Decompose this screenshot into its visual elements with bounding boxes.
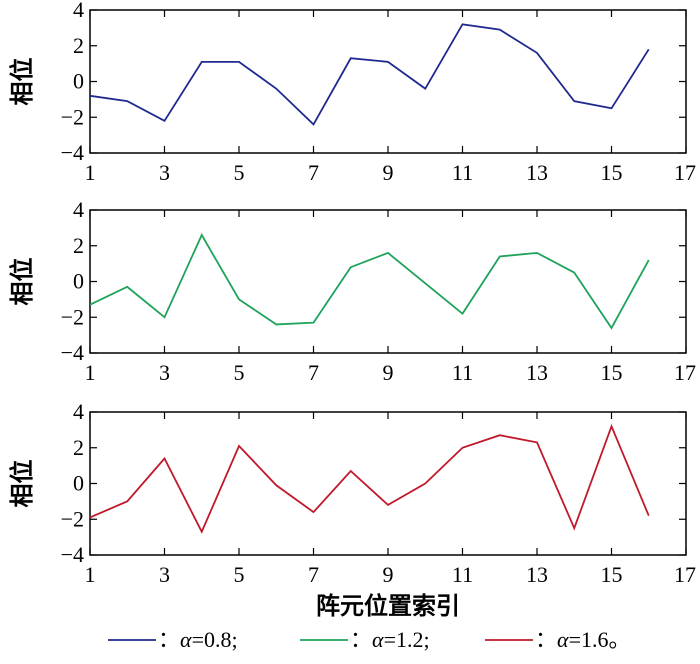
plot-frame [89,209,687,354]
y-tick-label: −4 [61,140,84,165]
x-tick-label: 5 [234,160,245,185]
x-tick-label: 15 [601,360,623,385]
legend-entry: ：α=0.8; [158,627,238,652]
y-tick-label: −4 [61,542,84,567]
y-tick-label: 4 [73,197,84,222]
x-tick-label: 7 [308,562,319,587]
y-axis-label: 相位 [8,258,36,306]
legend-prefix: ： [535,627,557,652]
y-tick-label: 0 [73,269,84,294]
x-tick-label: 9 [383,160,394,185]
legend-prefix: ： [158,627,180,652]
y-axis-label: 相位 [8,460,36,508]
x-tick-label: 17 [674,562,696,587]
legend-alpha: α [180,627,192,652]
plot-frame [89,9,687,154]
y-tick-label: −2 [61,304,84,329]
y-tick-label: 4 [73,0,84,22]
x-tick-label: 15 [601,160,623,185]
x-tick-label: 3 [159,160,170,185]
y-tick-label: 2 [73,33,84,58]
legend-value: =1.6。 [569,627,631,652]
x-tick-label: 11 [452,160,473,185]
series-line [89,233,650,330]
x-tick-label: 17 [674,160,696,185]
legend-prefix: ： [350,627,372,652]
series-line [89,423,650,534]
x-tick-label: 1 [85,360,96,385]
x-tick-label: 1 [85,160,96,185]
y-tick-label: 4 [73,399,84,424]
x-axis-label: 阵元位置索引 [316,592,460,620]
legend-entry: ：α=1.6。 [535,627,631,652]
y-tick-label: 2 [73,435,84,460]
legend-entry: ：α=1.2; [350,627,430,652]
x-tick-label: 7 [308,360,319,385]
plot-frame [89,411,687,556]
y-tick-label: −2 [61,104,84,129]
y-tick-label: 0 [73,471,84,496]
x-tick-label: 5 [234,562,245,587]
x-tick-label: 5 [234,360,245,385]
y-tick-label: −2 [61,506,84,531]
legend-alpha: α [557,627,569,652]
x-tick-label: 13 [526,360,548,385]
x-tick-label: 13 [526,160,548,185]
x-tick-label: 9 [383,360,394,385]
y-tick-label: 0 [73,69,84,94]
x-tick-label: 1 [85,562,96,587]
legend-alpha: α [372,627,384,652]
legend-value: =1.2; [384,627,430,652]
y-axis-label: 相位 [8,58,36,106]
x-tick-label: 11 [452,562,473,587]
series-line [89,23,650,126]
y-tick-label: −4 [61,340,84,365]
x-tick-label: 3 [159,360,170,385]
x-tick-label: 9 [383,562,394,587]
x-tick-label: 13 [526,562,548,587]
x-tick-label: 7 [308,160,319,185]
x-tick-label: 3 [159,562,170,587]
y-tick-label: 2 [73,233,84,258]
x-tick-label: 15 [601,562,623,587]
legend-value: =0.8; [192,627,238,652]
x-tick-label: 17 [674,360,696,385]
x-tick-label: 11 [452,360,473,385]
